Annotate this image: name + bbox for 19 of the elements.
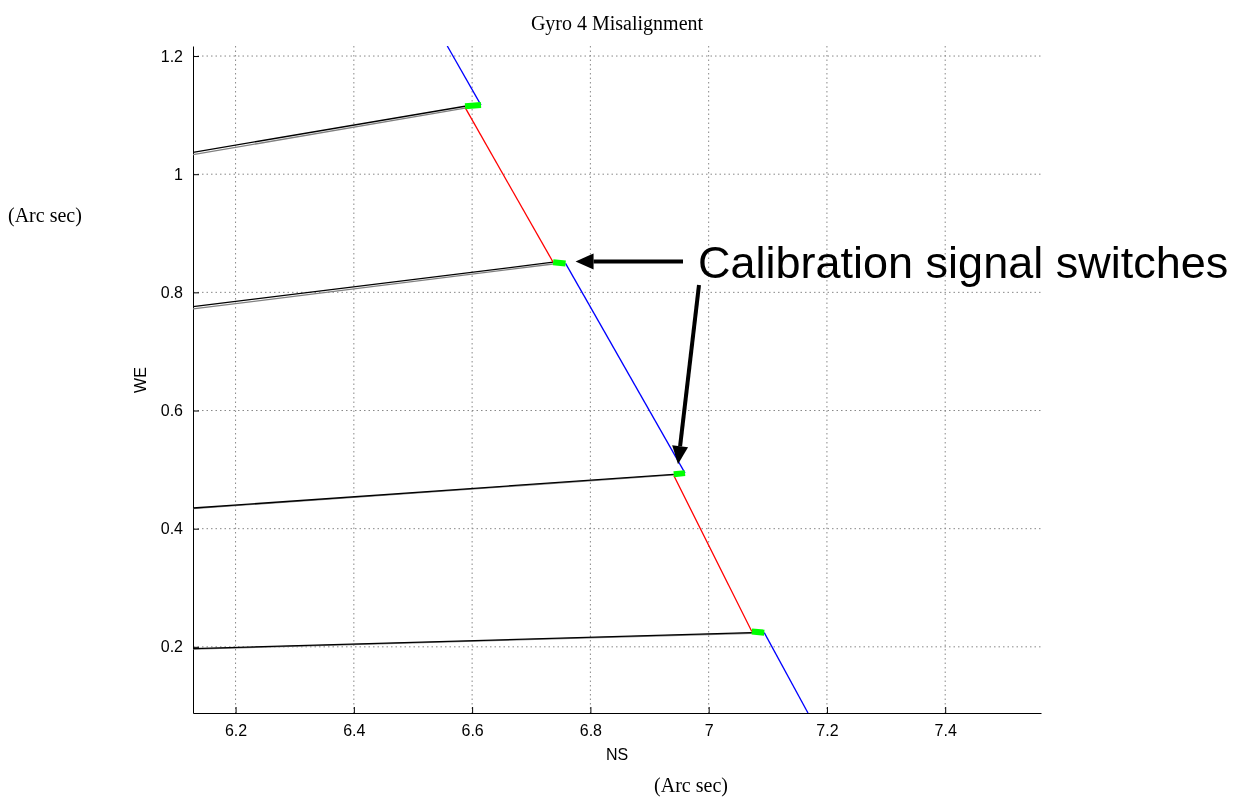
annotation: Calibration signal switches (698, 237, 1229, 288)
x-tick-label: 6.2 (224, 722, 248, 740)
x-tick-label: 7 (704, 722, 714, 740)
y-tick-label: 0.2 (160, 638, 184, 656)
x-axis-title: NS (605, 746, 629, 763)
y-axis-title: WE (132, 367, 149, 393)
y-tick-label: 0.4 (160, 520, 184, 538)
x-tick-label: 7.4 (934, 722, 957, 740)
x-tick-label: 6.8 (579, 722, 603, 740)
y-tick-label: 0.8 (160, 283, 184, 301)
y-tick-label: 1 (174, 165, 184, 183)
chart-title: Gyro 4 Misalignment (530, 12, 704, 35)
y-tick-label: 1.2 (160, 47, 184, 65)
y-tick-label: 0.6 (160, 402, 184, 420)
x-tick-label: 7.2 (816, 722, 839, 740)
text: (Arc sec) (8, 204, 82, 227)
x-tick-label: 6.6 (461, 722, 484, 740)
text: (Arc sec) (654, 774, 728, 797)
x-tick-label: 6.4 (343, 722, 366, 740)
